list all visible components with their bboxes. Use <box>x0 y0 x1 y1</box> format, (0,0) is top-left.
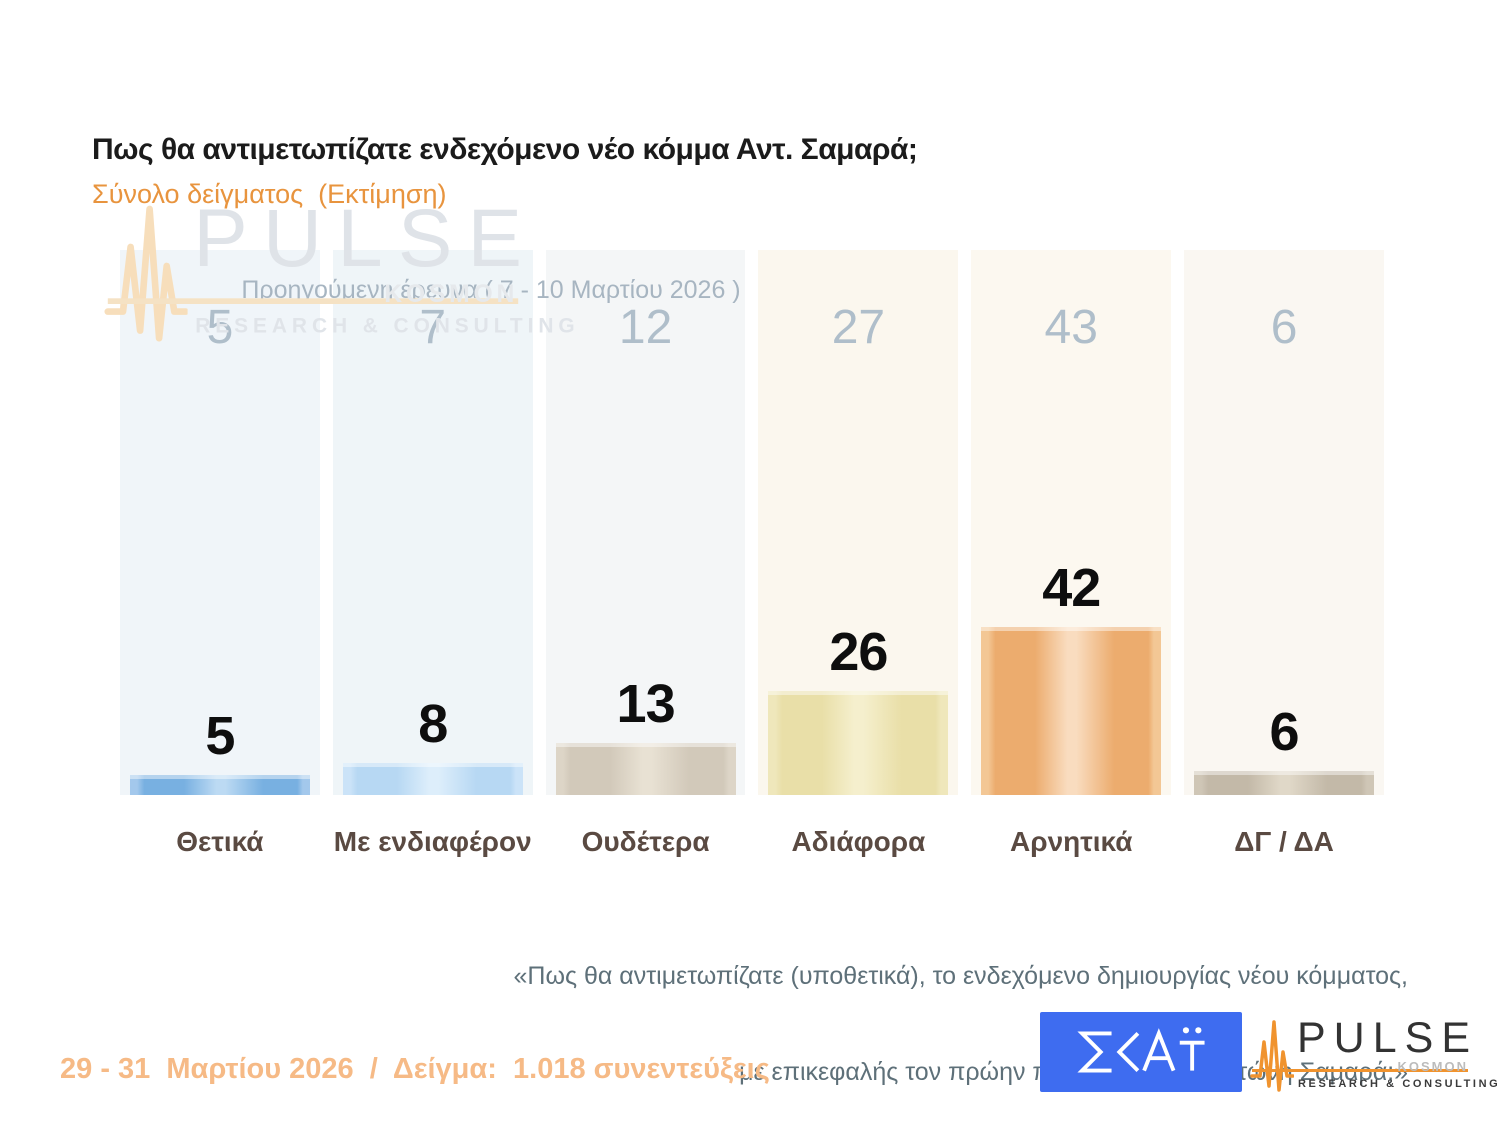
footnote-line-1: «Πως θα αντιμετωπίζατε (υποθετικά), το ε… <box>513 962 1408 990</box>
chart-column: 27 26 <box>758 250 959 795</box>
pulse-logo-tagline: RESEARCH & CONSULTING <box>195 315 580 339</box>
previous-value: 12 <box>618 301 673 354</box>
previous-value: 27 <box>831 301 886 354</box>
bar <box>981 627 1162 795</box>
bar <box>1194 771 1375 795</box>
category-label: Ουδέτερα <box>581 826 710 857</box>
category-label: Αρνητικά <box>1010 826 1133 857</box>
pulse-waveform-icon <box>1250 1020 1294 1092</box>
bar <box>342 763 523 795</box>
category-label: Με ενδιαφέρον <box>333 826 532 857</box>
pulse-logo-kosmon: KOSMON <box>384 279 519 308</box>
current-value: 8 <box>418 694 448 754</box>
category-label: Αδιάφορα <box>791 826 926 857</box>
category-label: Θετικά <box>176 826 264 857</box>
pulse-waveform-icon <box>104 205 188 342</box>
current-value: 13 <box>616 674 676 734</box>
bar-chart: 5 5 7 8 12 13 27 26 43 42 6 6 Προηγούμενη έρευνα ( 7… <box>120 250 1384 795</box>
pulse-logo-tagline: RESEARCH & CONSULTING <box>1298 1078 1500 1090</box>
pulse-logo: PULSE KOSMON RESEARCH & CONSULTING <box>1250 1012 1498 1104</box>
pulse-watermark-logo: PULSE KOSMON RESEARCH & CONSULTING <box>104 190 575 365</box>
previous-value: 43 <box>1044 301 1098 354</box>
chart-column: 43 42 <box>971 250 1172 795</box>
current-value: 26 <box>829 622 888 682</box>
bar <box>555 743 736 795</box>
current-value: 6 <box>1269 702 1300 762</box>
skai-logo-glyphs <box>1077 1027 1205 1073</box>
bar <box>129 775 310 795</box>
chart-column: 12 13 <box>545 250 746 795</box>
previous-value: 6 <box>1270 301 1298 354</box>
pulse-logo-line <box>107 298 519 304</box>
current-value: 42 <box>1042 558 1101 618</box>
pulse-logo-word: PULSE <box>193 193 538 285</box>
page-title: Πως θα αντιμετωπίζατε ενδεχόμενο νέο κόμ… <box>92 133 918 166</box>
previous-value: 7 <box>419 301 447 354</box>
pulse-logo-kosmon: KOSMON <box>1397 1059 1468 1074</box>
fieldwork-dates: 29 - 31 Μαρτίου 2026 / Δείγμα: 1.018 συν… <box>60 1053 770 1085</box>
category-label: ΔΓ / ΔΑ <box>1234 826 1334 857</box>
pulse-logo-word: PULSE <box>1297 1014 1479 1062</box>
page-subtitle: Σύνολο δείγματος (Εκτίμηση) <box>92 179 447 209</box>
category-labels: Θετικά Με ενδιαφέρον Ουδέτερα Αδιάφορα Αρνητ… <box>120 826 1384 858</box>
previous-value: 5 <box>206 301 234 354</box>
skai-logo <box>1040 1012 1242 1092</box>
pulse-logo-line <box>1252 1069 1468 1072</box>
bar <box>768 691 949 795</box>
current-value: 5 <box>205 706 235 766</box>
